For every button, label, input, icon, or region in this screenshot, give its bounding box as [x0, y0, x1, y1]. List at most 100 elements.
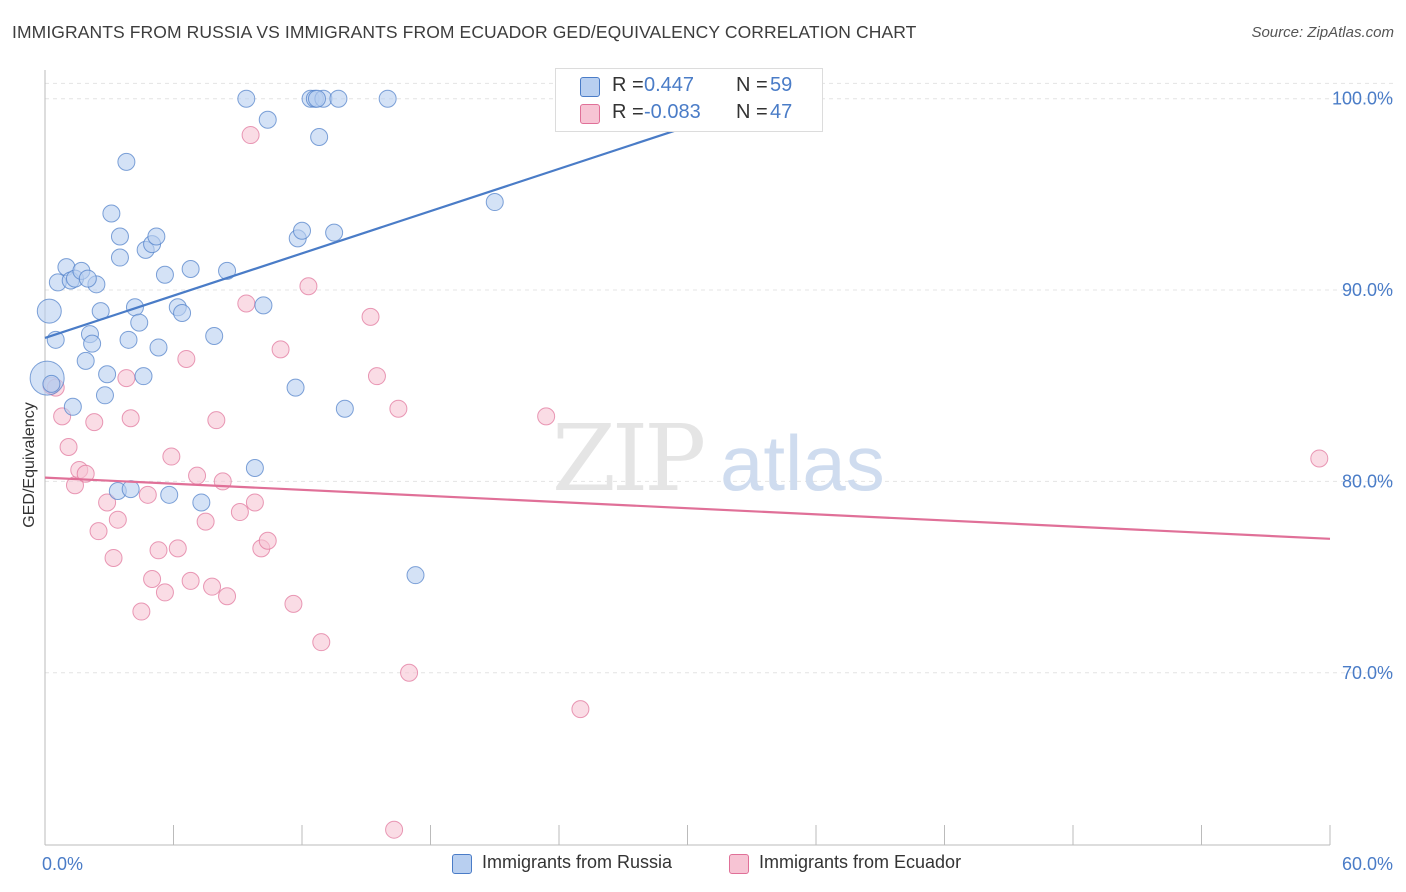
russia-point	[218, 261, 237, 280]
legend-r-label: R =	[612, 101, 644, 123]
russia-point	[130, 313, 149, 332]
y-tick-label: 90.0%	[1342, 280, 1393, 300]
ecuador-point	[571, 700, 590, 719]
ecuador-point	[117, 369, 136, 388]
ecuador-point	[85, 413, 104, 432]
ecuador-point	[155, 583, 174, 602]
russia-point	[286, 378, 305, 397]
y-tick-label: 100.0%	[1332, 89, 1393, 109]
russia-point	[110, 227, 129, 246]
russia-point	[36, 298, 62, 324]
trend-lines	[44, 93, 1331, 540]
russia-point	[245, 459, 264, 478]
russia-point	[83, 334, 102, 353]
russia-point	[134, 367, 153, 386]
ecuador-point	[203, 577, 222, 596]
ecuador-point	[241, 126, 260, 145]
ecuador-point	[59, 437, 78, 456]
russia-point	[378, 89, 397, 108]
x-tick-label: 60.0%	[1342, 854, 1393, 874]
ecuador-point	[177, 349, 196, 368]
russia-point	[117, 152, 136, 171]
russia-point	[205, 326, 224, 345]
ecuador-point	[98, 493, 117, 512]
russia-point	[237, 89, 256, 108]
ecuador-point	[207, 411, 226, 430]
russia-point	[155, 265, 174, 284]
legend-r-value: -0.083	[644, 101, 701, 123]
y-tick-label: 70.0%	[1342, 663, 1393, 683]
russia-point	[310, 127, 329, 146]
grid-lines	[45, 82, 1395, 674]
russia-point	[160, 485, 179, 504]
bottom-legend-swatch-ecuador	[729, 854, 749, 874]
ecuador-point	[162, 447, 181, 466]
watermark-atlas: atlas	[720, 419, 885, 507]
source-credit: Source: ZipAtlas.com	[1251, 24, 1394, 41]
ecuador-point	[132, 602, 151, 621]
russia-point	[329, 89, 348, 108]
ecuador-point	[121, 409, 140, 428]
ecuador-points	[42, 126, 1329, 839]
ecuador-point	[312, 633, 331, 652]
russia-points	[29, 89, 783, 585]
legend-n-value: 59	[770, 74, 793, 96]
ecuador-point	[76, 464, 95, 483]
russia-point	[181, 260, 200, 279]
legend-r-label: R =	[612, 74, 644, 96]
ecuador-point	[104, 548, 123, 567]
russia-point	[173, 304, 192, 323]
chart-title: IMMIGRANTS FROM RUSSIA VS IMMIGRANTS FRO…	[12, 22, 917, 42]
russia-point	[95, 386, 114, 405]
axes	[44, 70, 1331, 846]
legend-n-value: 47	[770, 101, 793, 123]
legend-swatch-russia	[580, 77, 600, 97]
russia-point	[63, 397, 82, 416]
ecuador-point	[385, 820, 404, 839]
ecuador-point	[230, 503, 249, 522]
ecuador-point	[271, 340, 290, 359]
ecuador-point	[143, 570, 162, 589]
ecuador-point	[245, 493, 264, 512]
russia-point	[76, 351, 95, 370]
russia-point	[258, 110, 277, 129]
ecuador-point	[367, 367, 386, 386]
legend-swatch-ecuador	[580, 104, 600, 124]
russia-point	[110, 248, 129, 267]
ecuador-point	[138, 485, 157, 504]
russia-point	[254, 296, 273, 315]
ecuador-point	[168, 539, 187, 558]
legend-n-label: N =	[736, 74, 768, 96]
russia-point	[406, 566, 425, 585]
bottom-legend-swatch-russia	[452, 854, 472, 874]
russia-point	[335, 399, 354, 418]
ecuador-point	[196, 512, 215, 531]
ecuador-point	[1310, 449, 1329, 468]
ecuador-point	[389, 399, 408, 418]
russia-trend-line	[44, 93, 785, 339]
watermark-zip: ZIP	[552, 405, 703, 512]
russia-point	[149, 338, 168, 357]
russia-point	[147, 227, 166, 246]
russia-point	[293, 221, 311, 240]
ecuador-point	[284, 594, 303, 613]
ecuador-point	[149, 541, 168, 560]
ecuador-point	[237, 294, 256, 313]
ecuador-point	[188, 466, 207, 485]
russia-point	[119, 330, 138, 349]
ecuador-point	[108, 510, 127, 529]
y-tick-labels: 70.0% 80.0% 90.0% 100.0%	[1332, 89, 1393, 683]
ecuador-point	[537, 407, 556, 426]
legend-n-label: N =	[736, 101, 768, 123]
russia-point	[98, 365, 117, 384]
russia-point	[325, 223, 344, 242]
russia-point	[42, 374, 61, 393]
russia-point	[192, 493, 211, 512]
ecuador-point	[218, 587, 237, 606]
ecuador-point	[89, 522, 108, 541]
watermark: ZIP atlas	[552, 405, 885, 512]
russia-point	[121, 480, 140, 499]
ecuador-point	[181, 571, 200, 590]
ecuador-trend-line	[44, 476, 1331, 540]
